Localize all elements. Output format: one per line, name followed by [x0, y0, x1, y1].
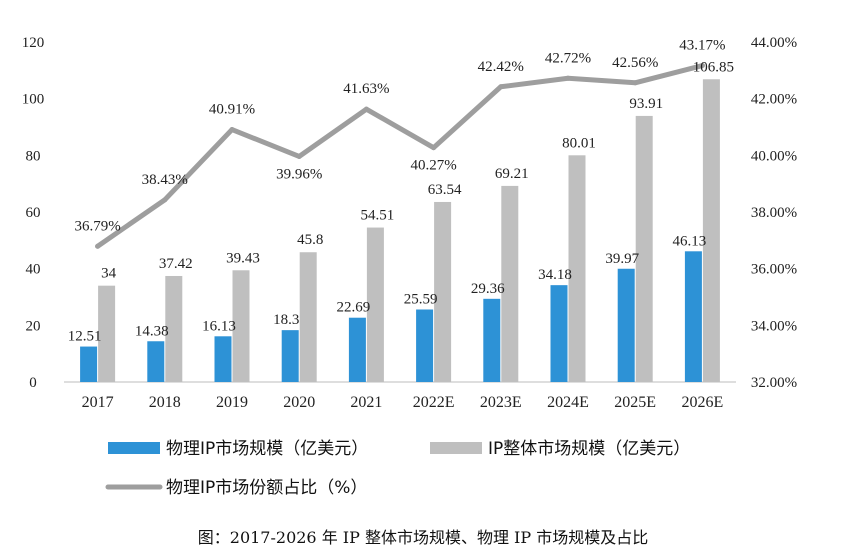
bar-label-physical-ip: 14.38 [135, 323, 169, 339]
bar-ip-total [434, 201, 452, 382]
bar-physical-ip [416, 309, 434, 382]
legend-swatch [430, 442, 482, 454]
line-label-share: 42.72% [545, 50, 591, 66]
share-line [95, 63, 705, 249]
bar-physical-ip [214, 336, 232, 382]
bar-label-physical-ip: 25.59 [404, 291, 438, 307]
x-tick-label: 2018 [149, 394, 181, 411]
bar-ip-total [98, 285, 116, 382]
bar-label-physical-ip: 34.18 [538, 267, 572, 283]
y-right-tick-label: 36.00% [751, 262, 797, 278]
share-point [296, 153, 302, 159]
share-point [699, 63, 705, 69]
x-tick-label: 2025E [614, 394, 656, 411]
line-label-share: 42.42% [478, 59, 524, 75]
bar-ip-total [702, 79, 720, 382]
share-point [363, 106, 369, 112]
y-right-tick-label: 44.00% [751, 35, 797, 51]
y-left-tick-label: 0 [29, 375, 37, 391]
bar-label-physical-ip: 18.3 [273, 312, 299, 328]
share-point [162, 197, 168, 203]
y-left-tick-label: 40 [26, 262, 41, 278]
bar-label-physical-ip: 12.51 [68, 329, 102, 345]
axes: 0 20 40 60 80 100 120 32.00% 34.00% 36.00% 38.00% 4… [22, 35, 797, 411]
bar-label-physical-ip: 16.13 [202, 318, 236, 334]
bar-label-physical-ip: 39.97 [605, 251, 639, 267]
share-point [431, 145, 437, 151]
bar-label-ip-total: 93.91 [629, 96, 663, 112]
legend-label: 物理IP市场份额占比（%） [166, 478, 367, 498]
x-tick-label: 2020 [283, 394, 315, 411]
x-tick-label: 2023E [480, 394, 522, 411]
x-tick-label: 2021 [350, 394, 382, 411]
bar-ip-total [165, 275, 183, 382]
share-point [498, 84, 504, 90]
bar-ip-total [635, 115, 653, 383]
bar-label-ip-total: 39.43 [226, 250, 260, 266]
bar-label-ip-total: 37.42 [159, 256, 193, 272]
bar-physical-ip [80, 346, 98, 382]
share-point [95, 243, 101, 249]
bar-label-physical-ip: 22.69 [337, 300, 371, 316]
bar-label-ip-total: 80.01 [562, 135, 596, 151]
bar-ip-total [366, 227, 384, 382]
bar-label-ip-total: 45.8 [297, 232, 323, 248]
bar-label-ip-total: 106.85 [693, 59, 734, 75]
bar-physical-ip [617, 268, 635, 382]
bar-physical-ip [550, 285, 568, 382]
legend: 物理IP市场规模（亿美元） IP整体市场规模（亿美元） 物理IP市场份额占比（%） [105, 439, 690, 498]
chart-svg: 0 20 40 60 80 100 120 32.00% 34.00% 36.00% 38.00% 4… [22, 35, 797, 498]
y-left-tick-label: 120 [22, 35, 45, 51]
bar-ip-total [232, 270, 250, 382]
bar-ip-total [568, 155, 586, 382]
bar-physical-ip [281, 330, 299, 382]
share-point [229, 127, 235, 133]
line-label-share: 36.79% [74, 218, 120, 234]
bar-physical-ip [684, 251, 702, 382]
data-labels: 12.51 34 14.38 37.42 16.13 39.43 18.3 45.8 22.69… [68, 38, 734, 345]
y-left-tick-label: 20 [26, 318, 41, 334]
bar-label-physical-ip: 29.36 [471, 281, 505, 297]
x-tick-label: 2022E [413, 394, 455, 411]
line-label-share: 39.96% [276, 166, 322, 182]
x-tick-label: 2019 [216, 394, 248, 411]
legend-label: 物理IP市场规模（亿美元） [166, 439, 368, 459]
bar-label-physical-ip: 46.13 [673, 233, 707, 249]
y-left-tick-label: 60 [26, 205, 41, 221]
legend-label: IP整体市场规模（亿美元） [488, 439, 690, 459]
x-tick-label: 2026E [682, 394, 724, 411]
share-point [632, 80, 638, 86]
bar-label-ip-total: 54.51 [361, 208, 395, 224]
bar-label-ip-total: 34 [101, 266, 117, 282]
share-point [565, 75, 571, 81]
line-label-share: 38.43% [142, 172, 188, 188]
x-tick-label: 2017 [82, 394, 114, 411]
legend-swatch [108, 442, 160, 454]
y-right-tick-label: 40.00% [751, 148, 797, 164]
bar-label-ip-total: 63.54 [428, 182, 462, 198]
y-left-tick-label: 100 [22, 92, 45, 108]
share-line-path [95, 63, 705, 249]
line-label-share: 41.63% [343, 81, 389, 97]
bar-label-ip-total: 69.21 [495, 166, 529, 182]
bar-physical-ip [147, 341, 165, 382]
line-label-share: 42.56% [612, 55, 658, 71]
line-label-share: 40.91% [209, 102, 255, 118]
bars [80, 79, 720, 383]
bar-ip-total [299, 252, 317, 382]
y-right-tick-label: 32.00% [751, 375, 797, 391]
figure-caption: 图：2017-2026 年 IP 整体市场规模、物理 IP 市场规模及占比 [197, 528, 649, 547]
bar-ip-total [501, 185, 519, 382]
y-right-tick-label: 42.00% [751, 92, 797, 108]
y-left-tick-label: 80 [26, 148, 41, 164]
bar-physical-ip [483, 298, 501, 382]
line-label-share: 40.27% [410, 158, 456, 174]
x-tick-label: 2024E [547, 394, 589, 411]
line-label-share: 43.17% [679, 38, 725, 54]
y-right-tick-label: 38.00% [751, 205, 797, 221]
bar-physical-ip [348, 317, 366, 382]
y-right-tick-label: 34.00% [751, 318, 797, 334]
